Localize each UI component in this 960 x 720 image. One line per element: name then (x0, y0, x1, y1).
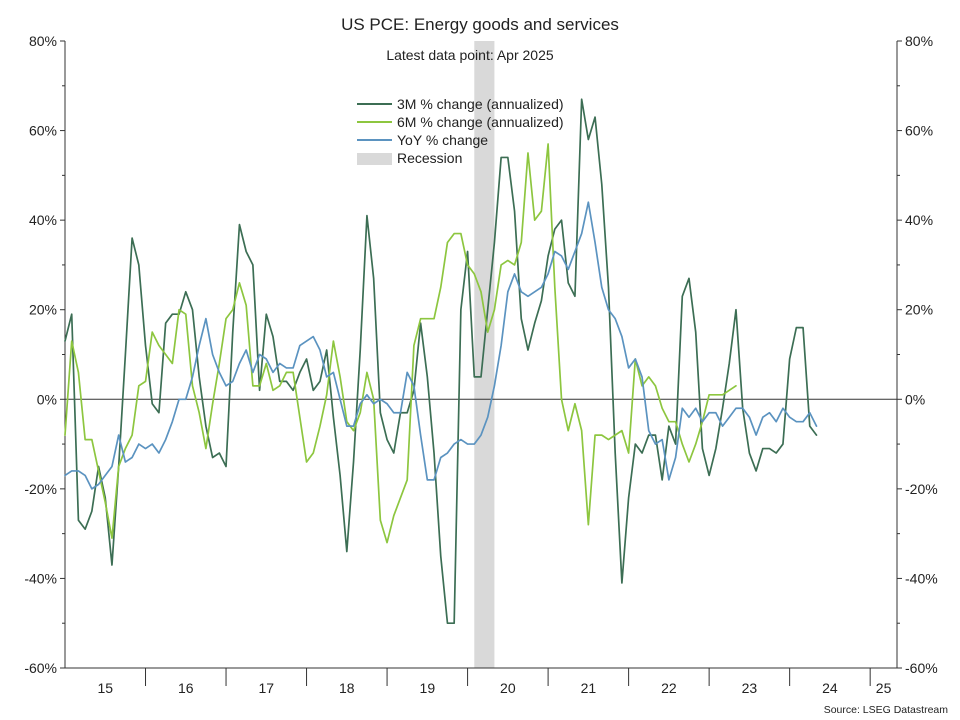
x-tick-label: 15 (97, 680, 113, 696)
y-tick-label-right: 80% (905, 33, 933, 49)
legend-label-3m: 3M % change (annualized) (397, 96, 564, 112)
x-tick-label: 17 (259, 680, 275, 696)
series-layer (64, 98, 818, 625)
x-tick-label: 20 (500, 680, 516, 696)
y-tick-label-right: 0% (905, 391, 925, 407)
x-tick-label: 24 (822, 680, 838, 696)
x-tick-label: 19 (420, 680, 436, 696)
series-line-2 (64, 201, 818, 490)
y-tick-label-left: -60% (24, 660, 57, 676)
y-tick-label-left: 40% (29, 212, 57, 228)
y-tick-label-right: 60% (905, 123, 933, 139)
source-note: Source: LSEG Datastream (824, 704, 949, 716)
x-tick-label: 16 (178, 680, 194, 696)
x-tick-label: 18 (339, 680, 355, 696)
y-tick-label-right: -40% (905, 570, 938, 586)
y-tick-label-right: 40% (905, 212, 933, 228)
y-tick-label-right: -60% (905, 660, 938, 676)
y-tick-label-left: 60% (29, 123, 57, 139)
series-line-1 (64, 143, 737, 544)
y-tick-label-left: 80% (29, 33, 57, 49)
y-tick-label-left: -20% (24, 481, 57, 497)
series-line-0 (64, 98, 818, 625)
axes: 80% 80% 60% 60% 40% 40% 20% 20% 0% 0% -20% -20% -40%… (24, 33, 937, 696)
y-tick-label-right: 20% (905, 302, 933, 318)
legend-swatch-recession (357, 153, 392, 165)
legend-label-yoy: YoY % change (397, 132, 488, 148)
recession-band (474, 41, 495, 668)
chart-subtitle: Latest data point: Apr 2025 (386, 47, 554, 63)
y-tick-label-right: -20% (905, 481, 938, 497)
x-tick-label: 22 (661, 680, 677, 696)
legend: 3M % change (annualized) 6M % change (an… (357, 96, 564, 166)
y-tick-label-left: 0% (37, 391, 57, 407)
y-tick-label-left: -40% (24, 570, 57, 586)
y-tick-label-left: 20% (29, 302, 57, 318)
chart-title: US PCE: Energy goods and services (341, 15, 619, 34)
recession-band-layer (474, 41, 495, 668)
legend-label-6m: 6M % change (annualized) (397, 114, 564, 130)
x-tick-label: 25 (876, 680, 892, 696)
legend-label-recession: Recession (397, 150, 462, 166)
x-tick-label: 23 (742, 680, 758, 696)
x-tick-label: 21 (581, 680, 597, 696)
